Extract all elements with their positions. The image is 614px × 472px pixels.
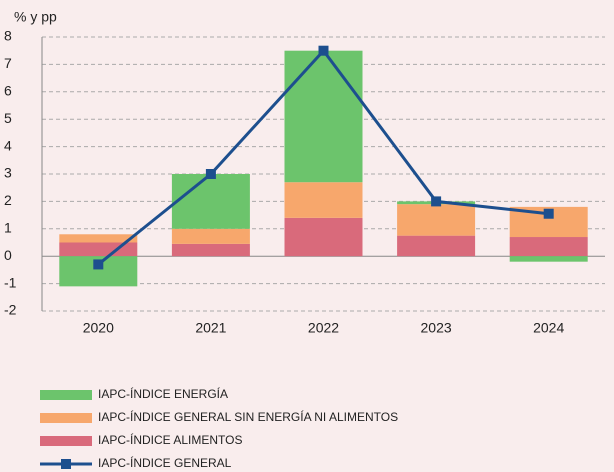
legend-label: IAPC-ÍNDICE ALIMENTOS [98,432,242,447]
y-tick-label: 8 [4,28,12,44]
x-tick-label: 2020 [83,320,114,336]
x-tick-label: 2024 [533,320,564,336]
legend-swatch [40,390,92,400]
legend-label: IAPC-ÍNDICE ENERGÍA [98,386,228,401]
y-tick-label: 3 [4,165,12,181]
line-marker [93,259,104,270]
y-tick-label: 1 [4,220,12,236]
x-tick-label: 2023 [421,320,452,336]
line-marker [543,208,554,219]
bar-segment [284,217,363,257]
bar-segment [509,237,588,257]
y-tick-label: -1 [4,274,17,290]
y-axis-label: % y pp [14,9,57,25]
legend-label: IAPC-ÍNDICE GENERAL [98,455,232,470]
bar-segment [171,174,250,229]
bar-segment [284,50,363,183]
legend-swatch [40,436,92,446]
bar-segment [59,234,138,243]
y-tick-label: 4 [4,137,12,153]
x-tick-label: 2021 [195,320,226,336]
y-tick-label: 7 [4,55,12,71]
x-tick-label: 2022 [308,320,339,336]
legend-marker [61,459,71,469]
line-marker [318,45,329,56]
bar-segment [397,235,476,257]
line-marker [431,196,442,207]
y-tick-label: 6 [4,83,12,99]
bar-segment [284,182,363,218]
y-tick-label: 5 [4,110,12,126]
y-tick-label: 2 [4,192,12,208]
bar-segment [171,243,250,257]
bar-segment [509,256,588,262]
y-tick-label: 0 [4,247,12,263]
legend-swatch [40,413,92,423]
bar-segment [171,228,250,244]
bar-segment [59,242,138,257]
bar-segment [397,204,476,236]
legend-label: IAPC-ÍNDICE GENERAL SIN ENERGÍA NI ALIME… [98,409,398,424]
y-tick-label: -2 [4,302,17,318]
line-marker [205,169,216,179]
